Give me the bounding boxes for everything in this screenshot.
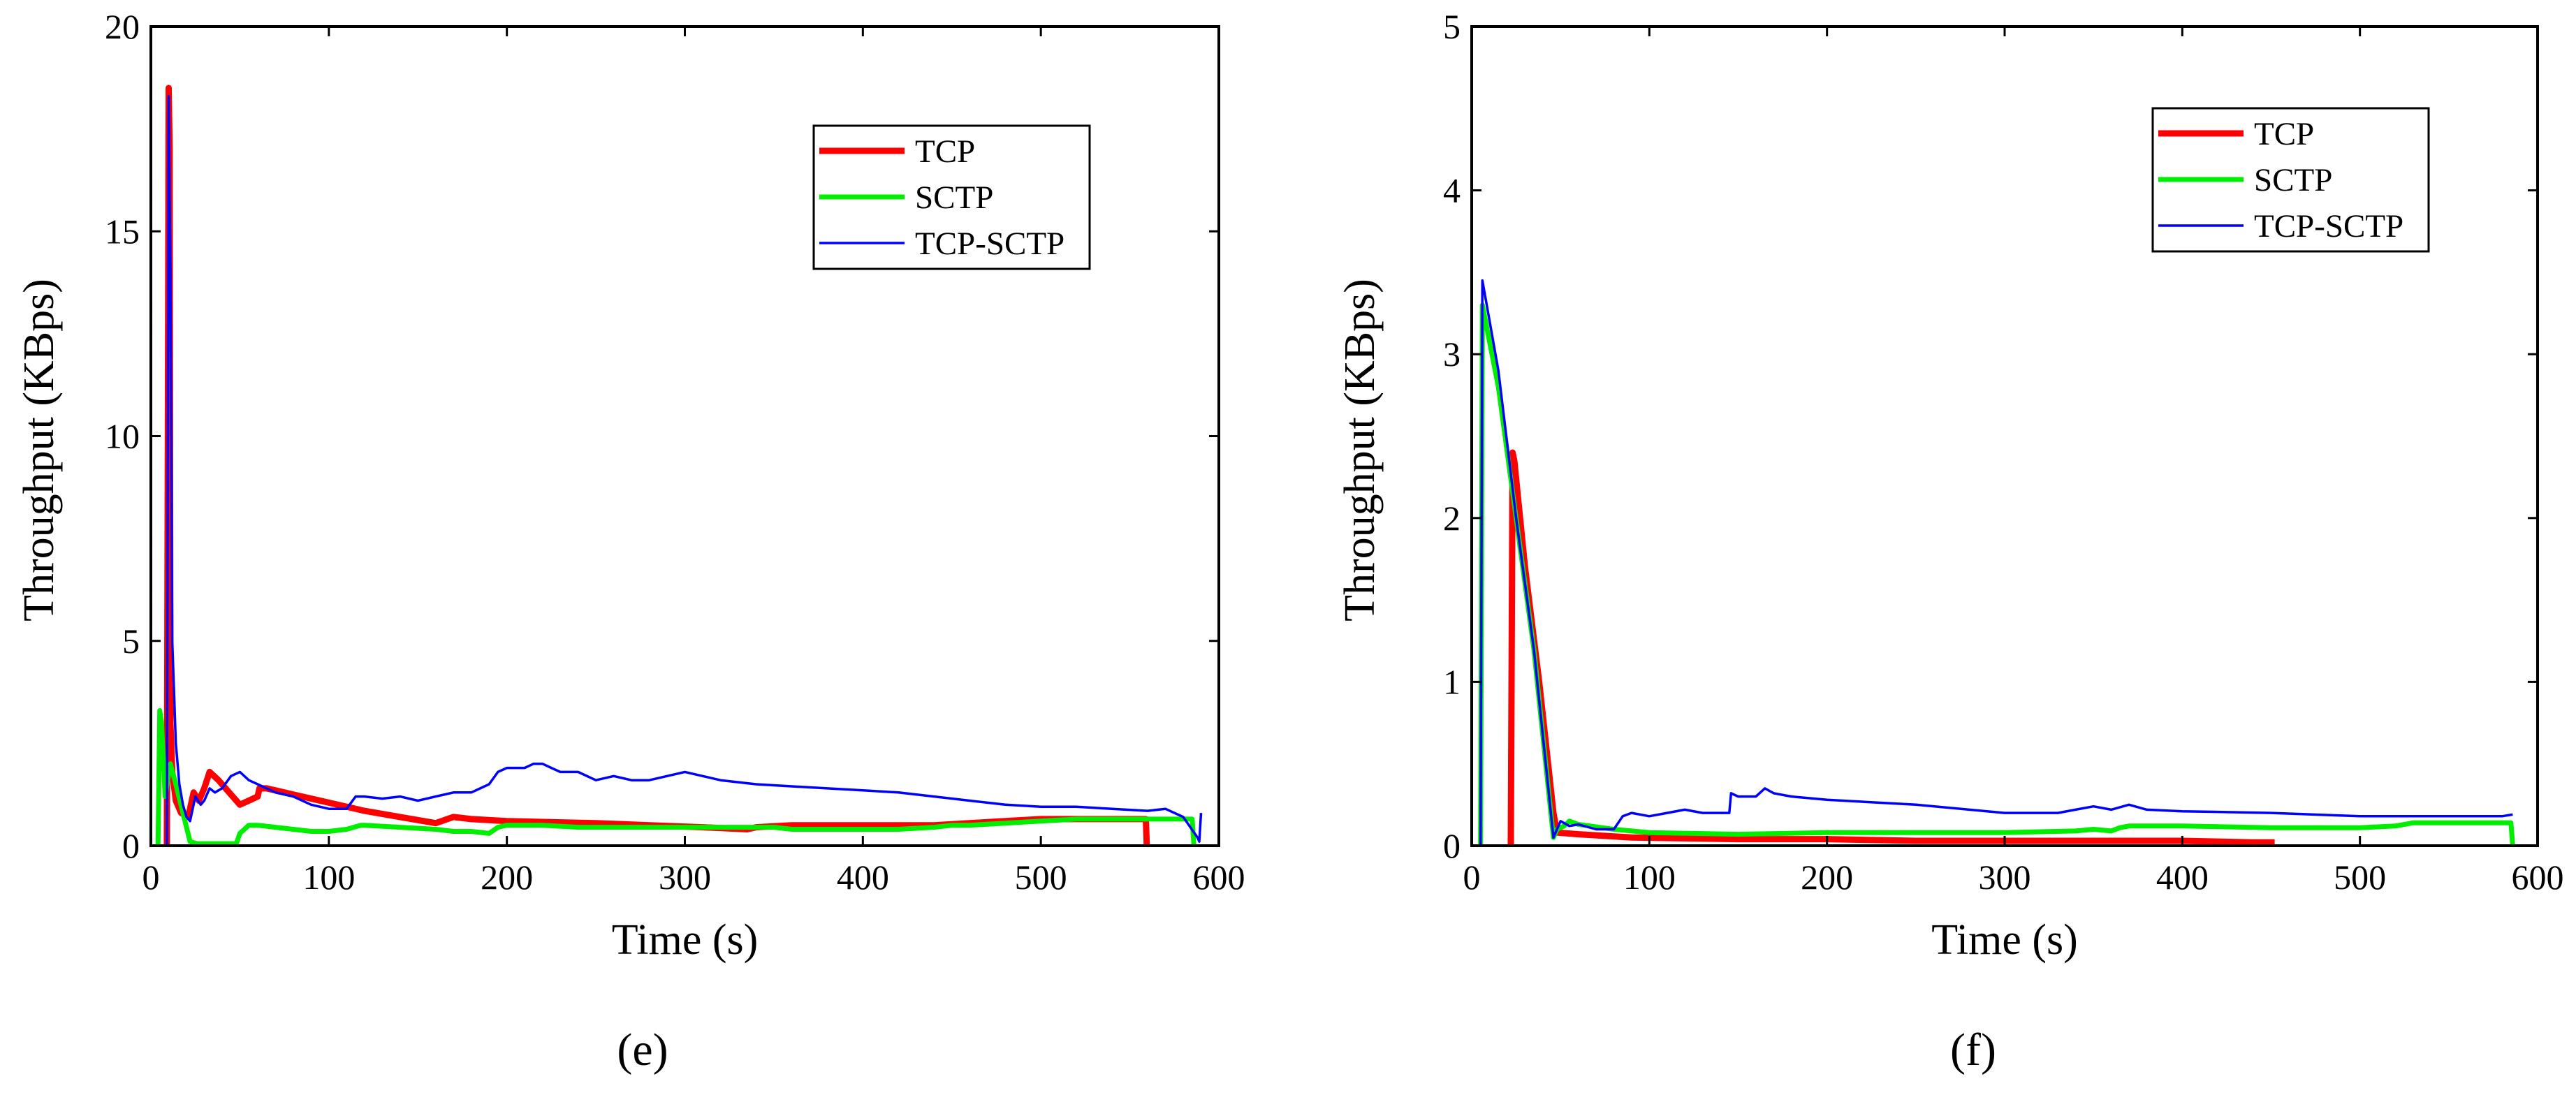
legend-label-sctp: SCTP [2254, 162, 2332, 198]
series-line-sctp [155, 708, 1196, 846]
chart-panel-0: 0 100 200 300 400 500 600 0 5 10 15 20 Time (s) Throu… [15, 7, 1245, 1075]
series-line-tcp-sctp [1479, 279, 2513, 846]
x-tick-label: 400 [837, 858, 889, 897]
x-tick-label: 0 [142, 858, 160, 897]
y-tick-label: 15 [105, 212, 140, 251]
x-tick-label: 500 [2334, 858, 2386, 897]
legend-label-sctp: SCTP [915, 179, 993, 216]
series-line-tcp [163, 84, 1150, 846]
legend-label-tcp-sctp: TCP-SCTP [915, 226, 1064, 262]
x-tick-label: 600 [1193, 858, 1245, 897]
y-axis-title: Throughput (KBps) [1336, 279, 1384, 622]
x-tick-label: 600 [2512, 858, 2564, 897]
chart-panel-1: 0 100 200 300 400 500 600 0 1 2 3 4 5 Time (s) Through… [1336, 7, 2564, 1075]
y-tick-label: 5 [122, 622, 140, 661]
x-tick-label: 500 [1015, 858, 1067, 897]
x-tick-label: 200 [481, 858, 533, 897]
legend-label-tcp: TCP [915, 133, 975, 170]
x-tick-label: 400 [2156, 858, 2209, 897]
y-tick-label: 2 [1443, 499, 1461, 538]
y-axis-title: Throughput (KBps) [15, 279, 63, 622]
x-tick-label: 300 [1979, 858, 2031, 897]
y-tick-label: 1 [1443, 662, 1461, 701]
y-tick-label: 3 [1443, 335, 1461, 374]
legend-label-tcp-sctp: TCP-SCTP [2254, 208, 2403, 244]
y-tick-label: 0 [1443, 826, 1461, 865]
x-axis-title: Time (s) [1931, 916, 2078, 964]
x-axis-title: Time (s) [612, 916, 759, 964]
y-tick-label: 20 [105, 7, 140, 46]
y-tick-label: 4 [1443, 171, 1461, 210]
y-tick-label: 0 [122, 826, 140, 865]
panel-label: (f) [1950, 1024, 1996, 1075]
x-tick-label: 100 [1623, 858, 1676, 897]
legend: TCP SCTP TCP-SCTP [812, 124, 1091, 270]
x-tick-label: 0 [1463, 858, 1481, 897]
legend: TCP SCTP TCP-SCTP [2151, 107, 2430, 253]
series-line-tcp-sctp [166, 94, 1203, 846]
x-tick-label: 200 [1801, 858, 1853, 897]
panel-label: (e) [617, 1024, 668, 1075]
x-tick-label: 300 [659, 858, 711, 897]
y-tick-label: 5 [1443, 7, 1461, 46]
y-tick-label: 10 [105, 417, 140, 456]
x-tick-label: 100 [302, 858, 355, 897]
series-line-tcp [1507, 449, 2275, 846]
legend-label-tcp: TCP [2254, 116, 2314, 152]
